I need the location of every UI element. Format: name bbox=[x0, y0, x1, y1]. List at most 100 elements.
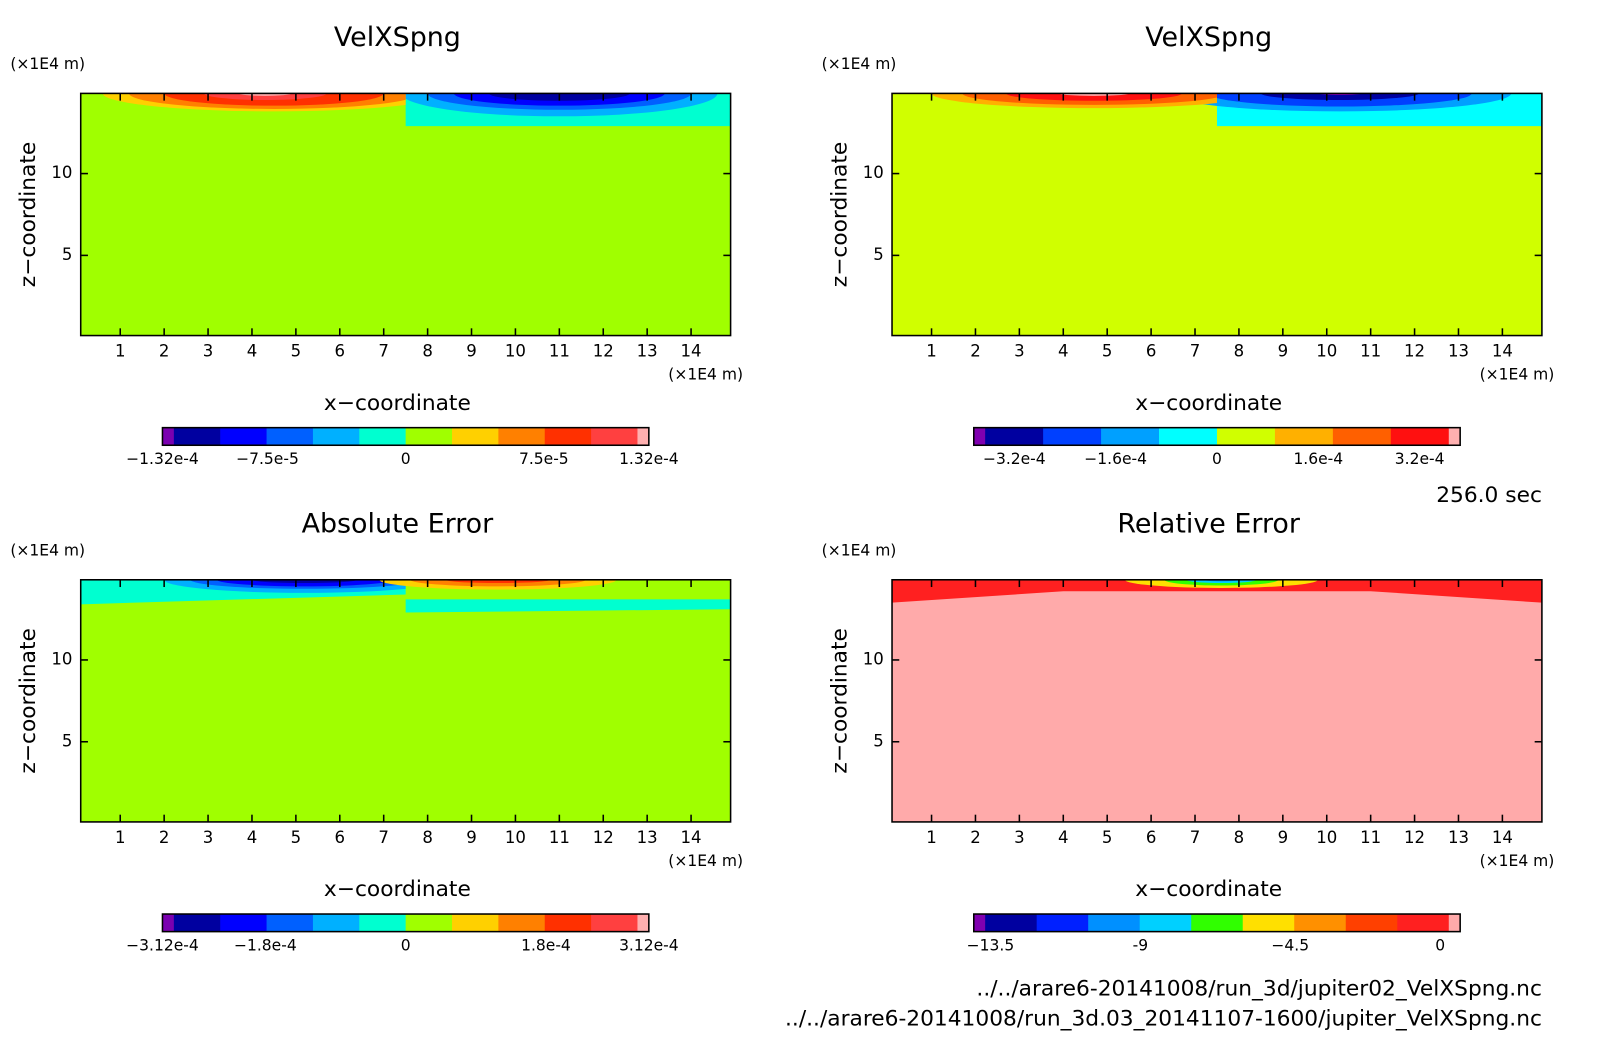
field-fill bbox=[892, 579, 1542, 603]
colorbar-segment bbox=[266, 427, 314, 446]
x-tick-label: 12 bbox=[593, 828, 614, 847]
file-label: ../../arare6-20141008/run_3d.03_20141107… bbox=[785, 1007, 1542, 1032]
x-tick-label: 11 bbox=[549, 342, 570, 361]
colorbar-segment bbox=[452, 914, 499, 932]
colorbar-segment bbox=[973, 914, 986, 932]
x-tick-label: 7 bbox=[378, 342, 389, 361]
colorbar-segment bbox=[1332, 427, 1392, 446]
colorbar-tick-label: 0 bbox=[401, 937, 411, 955]
y-axis-label: z−coordinate bbox=[16, 628, 41, 773]
x-tick-label: 2 bbox=[970, 828, 981, 847]
colorbar-segment bbox=[1274, 427, 1334, 446]
colorbar-tick-label: −1.6e-4 bbox=[1084, 450, 1147, 468]
x-tick-label: 12 bbox=[1404, 828, 1425, 847]
colorbar-segment bbox=[498, 914, 546, 932]
colorbar-segment bbox=[1139, 914, 1192, 932]
x-tick-label: 13 bbox=[637, 342, 658, 361]
panel-title: Relative Error bbox=[1117, 508, 1300, 539]
x-tick-label: 12 bbox=[1404, 342, 1425, 361]
panel-title: VelXSpng bbox=[334, 22, 461, 53]
field-fill bbox=[251, 579, 358, 584]
colorbar-segment bbox=[162, 427, 175, 446]
colorbar-segment bbox=[591, 427, 638, 446]
field bbox=[80, 93, 731, 336]
x-tick-label: 3 bbox=[203, 342, 214, 361]
x-tick-label: 5 bbox=[1102, 342, 1113, 361]
x-tick-label: 1 bbox=[115, 342, 126, 361]
x-tick-label: 3 bbox=[1014, 342, 1025, 361]
x-axis-label: x−coordinate bbox=[324, 877, 471, 902]
x-tick-label: 6 bbox=[335, 342, 346, 361]
colorbar-tick-label: 7.5e-5 bbox=[519, 450, 569, 468]
x-tick-label: 8 bbox=[1234, 342, 1245, 361]
colorbar-tick-label: −13.5 bbox=[967, 937, 1015, 955]
colorbar-segment bbox=[359, 427, 407, 446]
field-fill bbox=[80, 579, 731, 822]
x-tick-label: 6 bbox=[335, 828, 346, 847]
x-tick-label: 4 bbox=[247, 342, 258, 361]
colorbar-segment bbox=[544, 427, 592, 446]
colorbar-tick-label: −1.8e-4 bbox=[234, 937, 297, 955]
x-tick-label: 2 bbox=[970, 342, 981, 361]
x-tick-label: 8 bbox=[1234, 828, 1245, 847]
x-tick-label: 13 bbox=[637, 828, 658, 847]
colorbar-segment bbox=[973, 427, 986, 446]
colorbar-segment bbox=[312, 427, 360, 446]
y-tick-label: 10 bbox=[51, 649, 72, 668]
colorbar-segment bbox=[220, 427, 268, 446]
colorbar-segment bbox=[1397, 914, 1450, 932]
colorbar-frame bbox=[161, 426, 650, 447]
colorbar-tick-label: 1.6e-4 bbox=[1293, 450, 1343, 468]
colorbar-segment bbox=[985, 427, 1044, 446]
colorbar-segment bbox=[637, 427, 650, 446]
field bbox=[892, 93, 1542, 336]
field-fill bbox=[892, 93, 1542, 336]
colorbar-segment bbox=[312, 914, 360, 932]
x-tick-label: 10 bbox=[1316, 828, 1337, 847]
x-tick-label: 1 bbox=[926, 342, 937, 361]
colorbar-segment bbox=[1448, 427, 1461, 446]
x-tick-label: 3 bbox=[203, 828, 214, 847]
x-tick-label: 8 bbox=[422, 828, 433, 847]
x-tick-label: 6 bbox=[1146, 828, 1157, 847]
y-unit: (×1E4 m) bbox=[10, 541, 85, 559]
colorbar-segment bbox=[1036, 914, 1089, 932]
colorbar-tick-label: −7.5e-5 bbox=[236, 450, 299, 468]
y-unit: (×1E4 m) bbox=[822, 55, 897, 73]
panel-title: VelXSpng bbox=[1145, 22, 1272, 53]
x-axis-label: x−coordinate bbox=[1135, 877, 1282, 902]
colorbar-segment bbox=[1242, 914, 1295, 932]
colorbar-segment bbox=[498, 427, 546, 446]
x-tick-label: 14 bbox=[1492, 828, 1513, 847]
colorbar-segment bbox=[1159, 427, 1218, 446]
colorbar-segment bbox=[637, 914, 650, 932]
x-tick-label: 4 bbox=[247, 828, 258, 847]
colorbar-tick-label: −3.2e-4 bbox=[983, 450, 1046, 468]
colorbar-tick-label: 3.12e-4 bbox=[619, 937, 679, 955]
x-unit: (×1E4 m) bbox=[1480, 852, 1555, 870]
colorbar-segment bbox=[544, 914, 592, 932]
colorbar-segment bbox=[1088, 914, 1141, 932]
x-tick-label: 2 bbox=[159, 342, 170, 361]
x-tick-label: 7 bbox=[1190, 828, 1201, 847]
file-label: ../../arare6-20141008/run_3d/jupiter02_V… bbox=[976, 977, 1541, 1002]
colorbar-tick-label: −1.32e-4 bbox=[126, 450, 199, 468]
colorbar-tick-label: 3.2e-4 bbox=[1395, 450, 1445, 468]
colorbar-segment bbox=[1101, 427, 1160, 446]
x-tick-label: 14 bbox=[681, 342, 702, 361]
field-fill bbox=[892, 579, 1542, 822]
x-tick-label: 4 bbox=[1058, 828, 1069, 847]
x-tick-label: 9 bbox=[466, 828, 477, 847]
colorbar-segment bbox=[220, 914, 268, 932]
x-axis-label: x−coordinate bbox=[1135, 391, 1282, 416]
x-tick-label: 11 bbox=[1360, 828, 1381, 847]
field-fill bbox=[80, 93, 731, 336]
x-tick-label: 11 bbox=[1360, 342, 1381, 361]
colorbar-segment bbox=[405, 914, 453, 932]
field-fill bbox=[1006, 93, 1182, 101]
y-tick-label: 5 bbox=[873, 245, 884, 264]
colorbar-tick-label: 1.32e-4 bbox=[619, 450, 679, 468]
